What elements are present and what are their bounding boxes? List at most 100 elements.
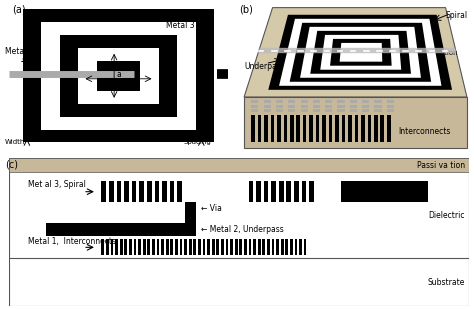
Bar bbox=[374, 100, 382, 103]
Bar bbox=[162, 181, 167, 202]
Bar bbox=[170, 181, 174, 202]
Bar bbox=[143, 239, 146, 256]
Text: (c): (c) bbox=[5, 159, 18, 169]
Bar bbox=[120, 239, 123, 256]
Bar bbox=[362, 100, 369, 103]
Bar bbox=[374, 109, 382, 112]
Bar bbox=[41, 22, 196, 129]
Bar bbox=[251, 109, 258, 112]
Bar bbox=[147, 239, 150, 256]
Bar bbox=[115, 239, 118, 256]
Text: cross section: cross section bbox=[412, 50, 458, 56]
Text: (a): (a) bbox=[12, 5, 25, 15]
Bar bbox=[170, 239, 173, 256]
Bar bbox=[301, 181, 306, 202]
Bar bbox=[264, 100, 271, 103]
Bar bbox=[207, 239, 210, 256]
Bar bbox=[101, 181, 106, 202]
Polygon shape bbox=[290, 23, 431, 82]
Bar bbox=[235, 239, 237, 256]
Bar bbox=[263, 239, 265, 256]
Bar bbox=[303, 115, 307, 142]
Bar bbox=[230, 239, 233, 256]
Bar bbox=[139, 181, 144, 202]
Bar bbox=[335, 115, 339, 142]
Bar bbox=[276, 239, 279, 256]
Bar bbox=[184, 239, 187, 256]
Bar bbox=[276, 105, 283, 108]
Bar bbox=[147, 181, 152, 202]
Bar bbox=[193, 239, 196, 256]
Bar bbox=[387, 109, 394, 112]
Polygon shape bbox=[300, 27, 421, 78]
Text: Interconnects: Interconnects bbox=[398, 127, 450, 136]
Bar bbox=[329, 115, 332, 142]
Bar bbox=[258, 239, 261, 256]
Bar bbox=[166, 239, 169, 256]
Bar bbox=[288, 105, 295, 108]
Bar bbox=[387, 115, 391, 142]
Bar bbox=[106, 239, 109, 256]
Bar bbox=[239, 239, 242, 256]
Text: a: a bbox=[116, 70, 121, 79]
Polygon shape bbox=[244, 8, 467, 97]
Bar bbox=[251, 100, 258, 103]
Bar bbox=[180, 239, 182, 256]
Text: a: a bbox=[118, 80, 123, 89]
Polygon shape bbox=[310, 31, 411, 74]
Bar bbox=[244, 239, 247, 256]
Bar bbox=[221, 239, 224, 256]
Polygon shape bbox=[340, 43, 383, 62]
Bar bbox=[387, 100, 394, 103]
Text: Width: Width bbox=[5, 139, 26, 146]
Bar bbox=[337, 109, 345, 112]
Text: Metal 2: Metal 2 bbox=[5, 47, 34, 56]
Bar bbox=[362, 109, 369, 112]
Bar bbox=[304, 239, 307, 256]
Bar bbox=[387, 105, 394, 108]
Bar bbox=[299, 239, 302, 256]
Polygon shape bbox=[244, 97, 467, 148]
Bar bbox=[350, 100, 357, 103]
Bar bbox=[362, 105, 369, 108]
Bar bbox=[374, 105, 382, 108]
Bar bbox=[110, 239, 113, 256]
Bar bbox=[202, 239, 205, 256]
Bar bbox=[294, 239, 297, 256]
Bar bbox=[138, 239, 141, 256]
Bar bbox=[294, 181, 299, 202]
Bar bbox=[109, 181, 114, 202]
Bar bbox=[175, 239, 178, 256]
Bar bbox=[156, 239, 159, 256]
Bar bbox=[342, 115, 345, 142]
Polygon shape bbox=[258, 48, 456, 53]
Bar bbox=[285, 239, 288, 256]
Bar bbox=[251, 115, 255, 142]
Text: Passi va tion: Passi va tion bbox=[417, 160, 465, 170]
Bar bbox=[313, 105, 320, 108]
Bar bbox=[290, 239, 293, 256]
Bar bbox=[337, 105, 345, 108]
Bar bbox=[101, 239, 104, 256]
Text: (b): (b) bbox=[239, 5, 253, 15]
Bar bbox=[313, 100, 320, 103]
Text: Metal 1,  Interconnects: Metal 1, Interconnects bbox=[28, 237, 116, 246]
Bar bbox=[60, 35, 177, 116]
Bar bbox=[325, 105, 332, 108]
Bar bbox=[129, 239, 132, 256]
Bar bbox=[350, 109, 357, 112]
Bar bbox=[286, 181, 291, 202]
Bar bbox=[189, 239, 191, 256]
Bar bbox=[117, 181, 121, 202]
Bar bbox=[367, 115, 371, 142]
Bar bbox=[216, 239, 219, 256]
Bar bbox=[124, 239, 127, 256]
Bar bbox=[152, 239, 155, 256]
Bar bbox=[78, 48, 159, 104]
Bar bbox=[132, 181, 137, 202]
Polygon shape bbox=[279, 19, 441, 86]
Bar bbox=[46, 223, 196, 236]
Bar bbox=[251, 105, 258, 108]
Bar bbox=[313, 109, 320, 112]
Bar bbox=[253, 239, 256, 256]
